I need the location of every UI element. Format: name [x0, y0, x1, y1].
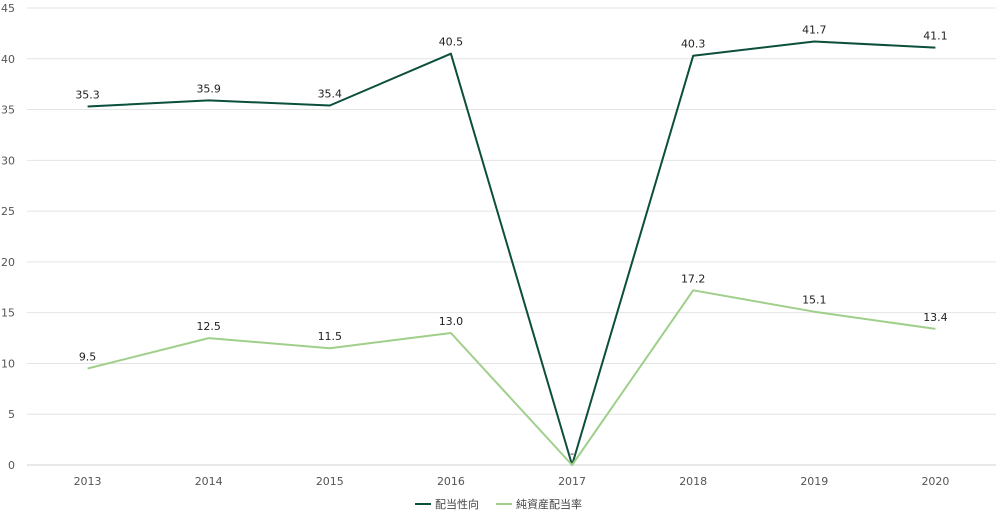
x-tick-label: 2018: [679, 475, 707, 488]
y-tick-label: 45: [1, 2, 15, 15]
x-tick-label: 2020: [921, 475, 949, 488]
data-label: 15.1: [802, 294, 827, 307]
x-tick-label: 2017: [558, 475, 586, 488]
data-label: -: [570, 447, 574, 460]
data-label: 40.3: [681, 38, 706, 51]
data-labels: 35.3 35.9 35.4 40.5 - 40.3 41.7 41.1 9.5 12.5 11.5…: [75, 24, 947, 460]
legend: 配当性向 純資産配当率: [415, 497, 582, 511]
y-tick-label: 15: [1, 307, 15, 320]
y-tick-label: 20: [1, 256, 15, 269]
data-label: 13.4: [923, 311, 948, 324]
x-tick-label: 2015: [316, 475, 344, 488]
series-line-1: [87, 289, 936, 466]
y-tick-label: 40: [1, 53, 15, 66]
data-label: 40.5: [439, 36, 464, 49]
x-tick-label: 2014: [195, 475, 223, 488]
gridlines: [27, 7, 996, 466]
x-tick-label: 2019: [800, 475, 828, 488]
legend-label-doe: 純資産配当率: [516, 497, 582, 511]
legend-label-payout-ratio: 配当性向: [435, 497, 479, 511]
data-label: 11.5: [318, 330, 343, 343]
data-label: 17.2: [681, 272, 706, 285]
y-tick-label: 30: [1, 154, 15, 167]
data-label: 35.9: [196, 82, 221, 95]
y-tick-label: 5: [8, 408, 15, 421]
data-label: 12.5: [196, 320, 221, 333]
data-label: 35.4: [318, 87, 343, 100]
data-label: 13.0: [439, 315, 464, 328]
x-tick-label: 2016: [437, 475, 465, 488]
series-line-0: [87, 40, 936, 466]
series-lines: [87, 40, 936, 466]
x-tick-label: 2013: [74, 475, 102, 488]
y-tick-label: 0: [8, 459, 15, 472]
y-tick-label: 35: [1, 104, 15, 117]
x-axis: 2013 2014 2015 2016 2017 2018 2019 2020: [74, 475, 950, 488]
data-label: 9.5: [79, 351, 97, 364]
data-label: 41.1: [923, 30, 948, 43]
data-label: 41.7: [802, 24, 827, 37]
y-tick-label: 10: [1, 357, 15, 370]
data-label: 35.3: [75, 89, 100, 102]
y-axis: 0 5 10 15 20 25 30 35 40 45: [1, 2, 15, 472]
y-tick-label: 25: [1, 205, 15, 218]
